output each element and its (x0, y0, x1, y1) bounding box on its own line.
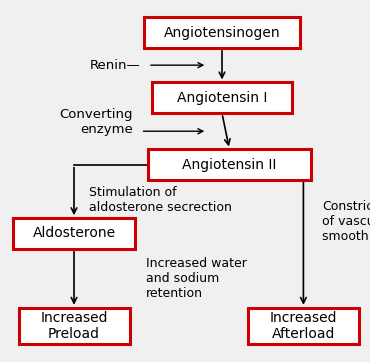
Text: Increased
Preload: Increased Preload (40, 311, 108, 341)
FancyBboxPatch shape (148, 149, 311, 180)
FancyBboxPatch shape (152, 83, 292, 113)
Text: Increased water
and sodium
retention: Increased water and sodium retention (146, 257, 247, 300)
Text: Aldosterone: Aldosterone (33, 227, 115, 240)
Text: Angiotensinogen: Angiotensinogen (164, 26, 280, 39)
Text: Angiotensin I: Angiotensin I (177, 91, 267, 105)
Text: Stimulation of
aldosterone secrection: Stimulation of aldosterone secrection (89, 186, 232, 214)
Text: Increased
Afterload: Increased Afterload (270, 311, 337, 341)
Text: Renin—: Renin— (90, 59, 141, 72)
FancyBboxPatch shape (18, 308, 130, 344)
FancyBboxPatch shape (13, 218, 135, 249)
Text: Converting
enzyme: Converting enzyme (60, 108, 133, 136)
FancyBboxPatch shape (248, 308, 359, 344)
FancyBboxPatch shape (144, 17, 300, 48)
Text: Constriction
of vascular
smooth muscle: Constriction of vascular smooth muscle (322, 200, 370, 243)
Text: Angiotensin II: Angiotensin II (182, 158, 277, 172)
